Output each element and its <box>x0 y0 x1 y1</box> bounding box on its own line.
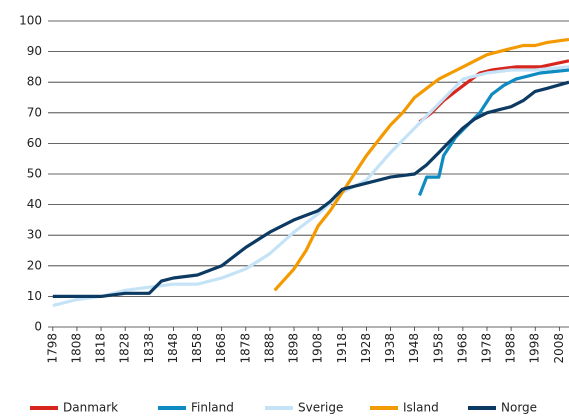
legend-label: Sverige <box>298 401 343 415</box>
x-tick-label: 1828 <box>118 333 132 364</box>
line-series <box>418 68 569 196</box>
y-tick-label: 40 <box>27 197 42 211</box>
line-series <box>273 37 569 292</box>
x-tick-label: 1808 <box>69 333 83 364</box>
x-tick-label: 1818 <box>94 333 108 364</box>
x-tick-label: 1948 <box>407 333 421 364</box>
x-tick-label: 1958 <box>431 333 445 364</box>
y-tick-label: 80 <box>27 75 42 89</box>
y-tick-label: 70 <box>27 105 42 119</box>
y-tick-label: 30 <box>27 228 42 242</box>
x-tick-label: 1968 <box>455 333 469 364</box>
x-tick-label: 1858 <box>190 333 204 364</box>
y-tick-label: 0 <box>34 320 42 334</box>
x-tick-label: 1928 <box>359 333 373 364</box>
x-tick-label: 1988 <box>504 333 518 364</box>
y-tick-label: 90 <box>27 44 42 58</box>
y-tick-label: 10 <box>27 289 42 303</box>
x-tick-label: 2008 <box>552 333 566 364</box>
legend-label: Finland <box>191 401 234 415</box>
legend-label: Danmark <box>63 401 118 415</box>
x-tick-label: 1938 <box>383 333 397 364</box>
x-tick-label: 1908 <box>311 333 325 364</box>
line-series <box>52 65 569 308</box>
x-tick-label: 1898 <box>287 333 301 364</box>
x-tick-label: 1918 <box>335 333 349 364</box>
y-tick-label: 100 <box>19 14 42 28</box>
x-tick-label: 1798 <box>45 333 59 364</box>
y-tick-label: 60 <box>27 136 42 150</box>
x-tick-label: 1978 <box>479 333 493 364</box>
y-tick-label: 50 <box>27 167 42 181</box>
x-tick-label: 1878 <box>238 333 252 364</box>
line-series <box>52 80 569 298</box>
legend-label: Norge <box>501 401 537 415</box>
y-tick-label: 20 <box>27 258 42 272</box>
x-tick-label: 1838 <box>142 333 156 364</box>
x-tick-label: 1868 <box>214 333 228 364</box>
x-tick-label: 1998 <box>528 333 542 364</box>
legend-label: Island <box>403 401 439 415</box>
x-tick-label: 1848 <box>166 333 180 364</box>
x-tick-label: 1888 <box>262 333 276 364</box>
